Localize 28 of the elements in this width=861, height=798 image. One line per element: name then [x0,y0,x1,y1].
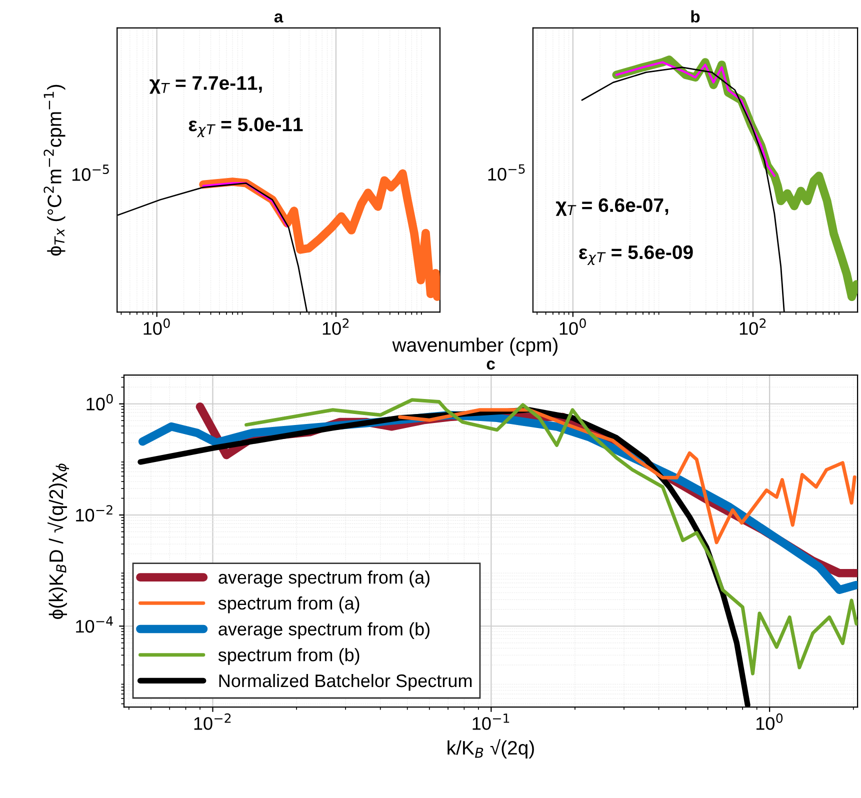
x-tick-label: 10$^{−2}$ [194,713,231,730]
x-axis-title: k/K$_{B}$ √(2q) [448,739,534,759]
x-tick-label: 10$^{2}$ [322,318,349,335]
text: 10$^{−5}$ [72,164,109,181]
x-axis-title: wavenumber (cpm) [392,338,558,356]
text: χ$_{T}$ = 7.7e-11, [150,76,262,94]
x-tick-label: 10$^{−1}$ [472,714,510,730]
legend-label: average spectrum from (a) [218,570,430,588]
y-tick-label: 10$^{0}$ [86,394,113,410]
text: ε$_{χT}$ = 5.0e-11 [188,118,303,138]
chart-title: b [691,10,700,23]
text: ϕ$_{Tx}$ (°C$^{2}$m$^{−2}$cpm$^{−1}$) [44,84,66,256]
x-tick-label: 10$^{2}$ [740,318,766,335]
x-tick-label: 10$^{0}$ [144,318,170,335]
legend-label: Normalized Batchelor Spectrum [219,674,472,691]
x-tick-label: 10$^{0}$ [560,318,586,335]
x-tick-label: 10$^{0}$ [756,713,783,730]
chart-title: c [486,360,495,370]
y-tick-label: 10$^{−2}$ [76,505,112,522]
chart-title: a [274,13,284,23]
text: 10$^{−5}$ [488,164,525,181]
annotation: χ$_{T}$ = 6.6e-07, [556,198,668,216]
annotation: ε$_{χT}$ = 5.6e-09 [579,245,693,265]
y-tick-label: 10$^{−4}$ [76,616,113,633]
legend-label: average spectrum from (b) [218,622,430,640]
legend-label: spectrum from (a) [218,596,360,614]
legend-label: spectrum from (b) [218,648,360,665]
y-axis-title: ϕ(k)K$_{B}$D / √(q/2)χ$_{ϕ}$ [48,464,69,620]
